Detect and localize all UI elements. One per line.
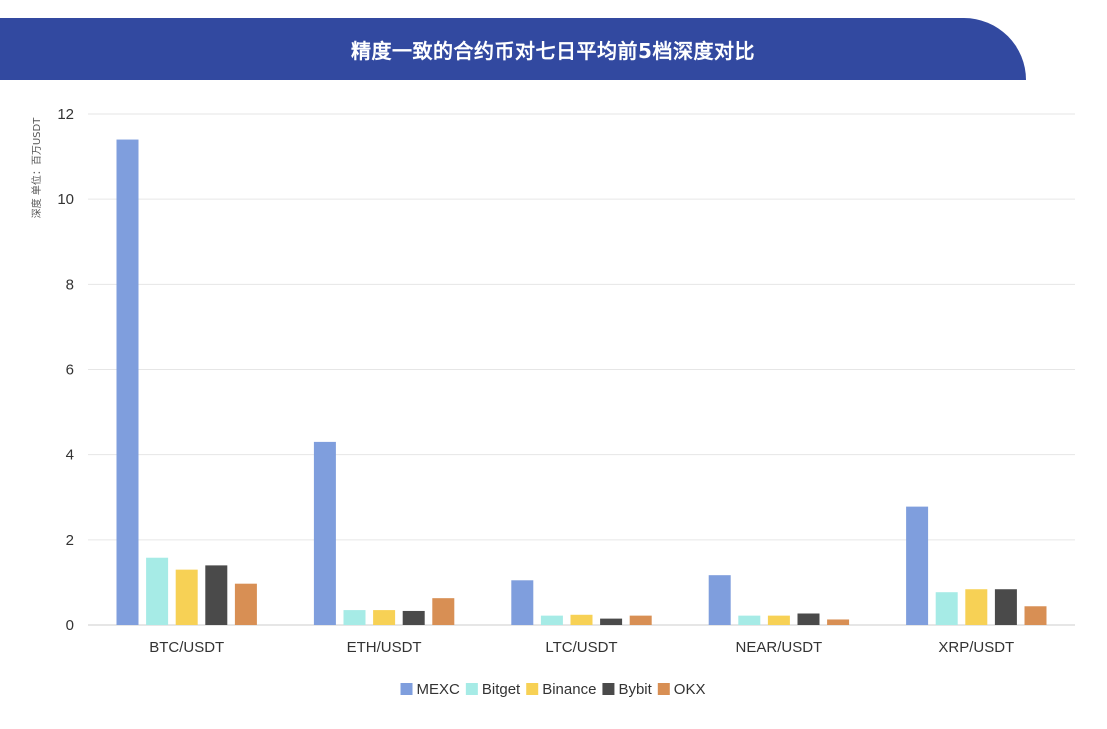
legend-item-bybit[interactable]: Bybit [602, 681, 653, 698]
bar-bybit-eth-usdt [402, 610, 425, 625]
bar-bybit-xrp-usdt [994, 589, 1017, 625]
bar-binance-xrp-usdt [965, 589, 988, 625]
x-category-label: BTC/USDT [149, 639, 224, 656]
y-tick-label: 10 [57, 191, 74, 208]
x-category-label: LTC/USDT [545, 639, 617, 656]
y-tick-label: 2 [66, 532, 74, 549]
bar-mexc-btc-usdt [116, 139, 139, 626]
bar-bybit-near-usdt [797, 613, 820, 625]
chart-title: 精度一致的合约币对七日平均前5档深度对比 [351, 38, 755, 63]
y-axis-label: 深度 单位：百万USDT [30, 117, 43, 219]
legend-label: Bitget [482, 681, 521, 698]
bar-okx-xrp-usdt [1024, 606, 1047, 625]
legend-swatch [657, 683, 670, 695]
bar-bitget-xrp-usdt [935, 592, 958, 625]
bar-bitget-btc-usdt [146, 557, 169, 625]
y-tick-label: 4 [66, 447, 74, 464]
y-tick-label: 6 [66, 362, 74, 379]
legend-item-mexc[interactable]: MEXC [400, 681, 461, 698]
x-axis-categories: BTC/USDT ETH/USDT LTC/USDT NEAR/USDT XRP/USD… [149, 639, 1014, 656]
legend-label: Bybit [618, 681, 652, 698]
legend-item-binance[interactable]: Binance [526, 681, 596, 698]
y-tick-label: 12 [57, 106, 74, 123]
bar-binance-ltc-usdt [570, 614, 593, 625]
bar-binance-near-usdt [767, 615, 790, 625]
legend-label: Binance [542, 681, 596, 698]
legend-item-okx[interactable]: OKX [657, 681, 706, 698]
legend-swatch [465, 683, 478, 695]
bar-bybit-btc-usdt [205, 565, 228, 625]
bar-okx-btc-usdt [234, 583, 257, 625]
bars [116, 139, 1047, 626]
bar-bitget-eth-usdt [343, 610, 366, 625]
bar-mexc-near-usdt [708, 575, 731, 625]
legend-swatch [400, 683, 413, 695]
bar-mexc-eth-usdt [313, 441, 336, 625]
y-axis-ticks: 0 2 4 6 8 10 12 [57, 106, 74, 634]
x-category-label: XRP/USDT [938, 639, 1014, 656]
title-banner: 精度一致的合约币对七日平均前5档深度对比 [0, 18, 1026, 80]
bar-bybit-ltc-usdt [600, 618, 623, 625]
legend-swatch [602, 683, 615, 695]
legend-label: OKX [674, 681, 706, 698]
bar-mexc-ltc-usdt [511, 580, 534, 625]
bar-okx-ltc-usdt [629, 615, 652, 625]
y-tick-label: 0 [66, 617, 74, 634]
bar-mexc-xrp-usdt [906, 506, 929, 625]
x-category-label: NEAR/USDT [736, 639, 823, 656]
legend-swatch [526, 683, 539, 695]
legend-label: MEXC [417, 681, 461, 698]
bar-okx-near-usdt [827, 619, 850, 625]
y-tick-label: 8 [66, 276, 74, 293]
bar-bitget-near-usdt [738, 615, 761, 625]
bar-okx-eth-usdt [432, 598, 455, 625]
bar-binance-eth-usdt [373, 610, 396, 625]
x-category-label: ETH/USDT [347, 639, 422, 656]
legend[interactable]: MEXC Bitget Binance Bybit OKX [400, 681, 706, 698]
bar-binance-btc-usdt [175, 569, 198, 625]
bar-bitget-ltc-usdt [540, 615, 563, 625]
legend-item-bitget[interactable]: Bitget [465, 681, 521, 698]
